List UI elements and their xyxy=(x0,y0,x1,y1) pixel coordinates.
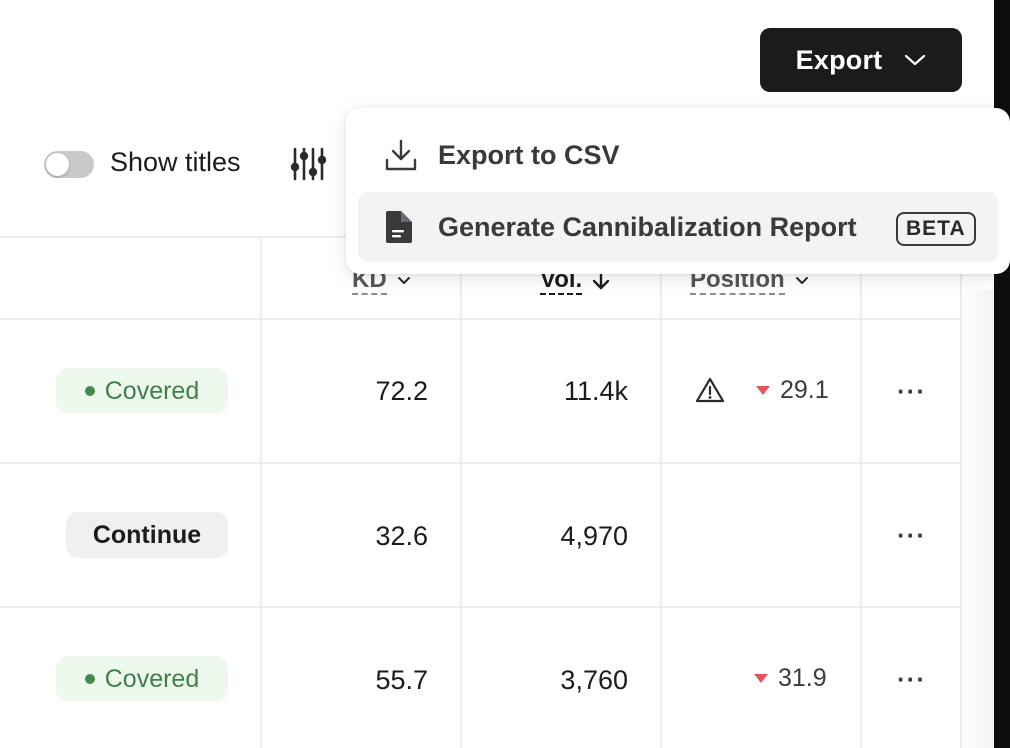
status-badge: Covered xyxy=(56,656,228,702)
continue-button[interactable]: Continue xyxy=(66,512,228,558)
menu-item-label: Generate Cannibalization Report xyxy=(438,211,857,242)
volume-value: 11.4k xyxy=(563,376,628,406)
row-divider xyxy=(0,318,962,320)
beta-badge: BETA xyxy=(896,212,976,246)
column-divider xyxy=(660,236,662,748)
chevron-down-icon xyxy=(795,277,808,284)
position-change: 29.1 xyxy=(756,376,829,405)
chevron-down-icon xyxy=(905,54,926,66)
more-options-button[interactable]: ··· xyxy=(897,664,926,694)
menu-item-cannibalization-report[interactable]: Generate Cannibalization Report BETA xyxy=(358,192,998,262)
status-dot xyxy=(84,386,95,396)
more-options-button[interactable]: ··· xyxy=(897,520,926,550)
arrow-down-icon xyxy=(593,271,610,290)
show-titles-toggle[interactable] xyxy=(44,151,94,178)
warning-icon[interactable] xyxy=(694,376,726,404)
position-change: 31.9 xyxy=(754,664,827,693)
kd-value: 32.6 xyxy=(375,521,428,551)
menu-item-export-csv[interactable]: Export to CSV xyxy=(358,120,998,190)
column-divider xyxy=(460,236,462,748)
status-badge: Covered xyxy=(56,368,228,414)
volume-value: 4,970 xyxy=(560,521,628,551)
export-button-label: Export xyxy=(795,44,883,75)
trend-down-icon xyxy=(754,674,768,683)
scroll-shadow xyxy=(962,290,994,748)
export-button[interactable]: Export xyxy=(760,28,962,92)
export-dropdown-menu: Export to CSV Generate Cannibalization R… xyxy=(346,108,1010,274)
column-divider xyxy=(860,236,862,748)
menu-item-label: Export to CSV xyxy=(438,139,620,170)
row-divider xyxy=(0,462,962,464)
trend-down-icon xyxy=(756,386,770,395)
download-icon xyxy=(385,139,417,171)
kd-value: 72.2 xyxy=(375,376,428,406)
position-value: 31.9 xyxy=(778,664,827,692)
status-label: Covered xyxy=(104,376,200,405)
sliders-icon[interactable] xyxy=(290,146,326,182)
more-options-button[interactable]: ··· xyxy=(897,376,926,406)
kd-value: 55.7 xyxy=(375,665,428,695)
position-value: 29.1 xyxy=(780,376,829,404)
chevron-down-icon xyxy=(397,277,410,284)
row-divider xyxy=(0,606,962,608)
status-dot xyxy=(84,674,95,684)
keywords-table: KD Vol. Position Covered 72.2 11.4k 29.1… xyxy=(0,236,962,748)
show-titles-label: Show titles xyxy=(110,147,241,177)
volume-value: 3,760 xyxy=(560,665,628,695)
column-divider xyxy=(260,236,262,748)
document-icon xyxy=(386,211,412,243)
toggle-knob xyxy=(46,153,69,176)
column-divider xyxy=(960,236,962,748)
status-label: Covered xyxy=(104,664,200,693)
